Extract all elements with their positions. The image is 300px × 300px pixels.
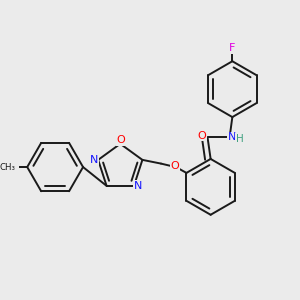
Text: N: N [134,181,142,191]
Text: N: N [227,132,236,142]
Text: O: O [198,131,206,141]
Text: CH₃: CH₃ [0,163,15,172]
Text: F: F [229,43,236,53]
Text: N: N [90,155,99,165]
Text: O: O [171,161,179,171]
Text: O: O [116,135,125,146]
Text: H: H [236,134,243,144]
